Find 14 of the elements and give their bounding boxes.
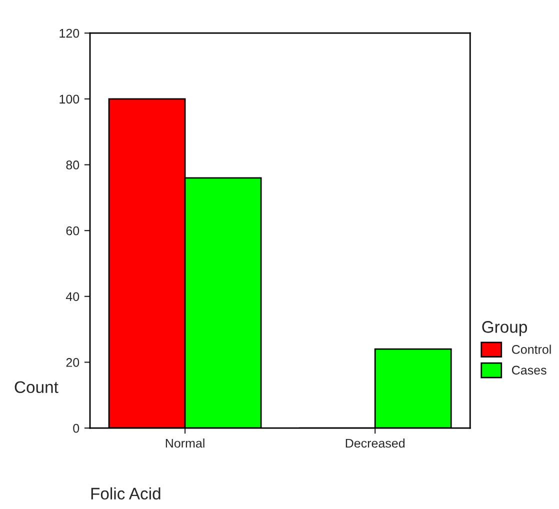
legend-label: Control xyxy=(512,344,551,354)
legend-label: Cases xyxy=(512,366,546,375)
y-axis-title: Count xyxy=(14,381,58,394)
y-tick-label: 120 xyxy=(60,28,80,38)
legend-title: Group xyxy=(482,321,527,336)
y-tick-label: 40 xyxy=(66,292,80,302)
x-tick-label: Normal xyxy=(166,438,204,448)
y-tick-label: 60 xyxy=(66,226,80,236)
y-tick-label: 20 xyxy=(66,358,80,367)
y-tick-label: 0 xyxy=(73,424,80,433)
y-tick-label: 80 xyxy=(66,160,80,170)
x-axis-title: Folic Acid xyxy=(91,487,160,500)
x-tick-label: Decreased xyxy=(346,438,405,448)
y-tick-label: 100 xyxy=(60,94,80,104)
